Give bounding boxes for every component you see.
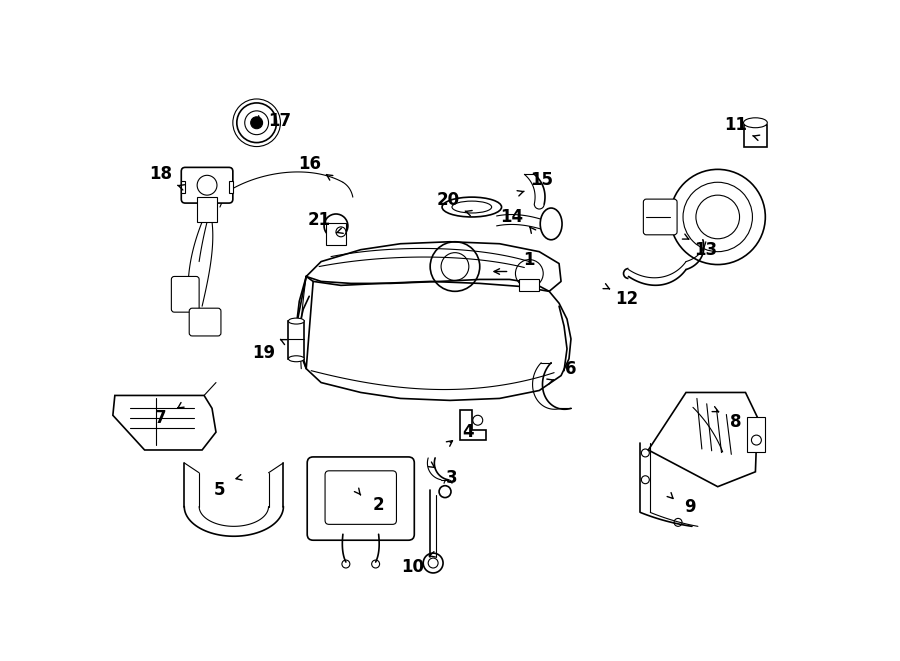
Bar [197, 197, 217, 222]
Ellipse shape [743, 118, 768, 128]
FancyBboxPatch shape [644, 199, 677, 235]
FancyBboxPatch shape [181, 167, 233, 203]
Text: 8: 8 [730, 413, 742, 431]
Text: 12: 12 [615, 290, 638, 308]
Text: 1: 1 [524, 251, 536, 268]
Text: 2: 2 [373, 496, 384, 514]
Text: 21: 21 [308, 211, 330, 229]
Text: 5: 5 [214, 481, 226, 498]
Bar [288, 321, 304, 359]
Text: 11: 11 [724, 116, 747, 134]
Ellipse shape [288, 356, 304, 362]
Polygon shape [648, 393, 758, 486]
Text: 10: 10 [400, 558, 424, 576]
Circle shape [251, 117, 263, 129]
Text: 19: 19 [252, 344, 275, 362]
Polygon shape [296, 276, 571, 401]
Ellipse shape [540, 208, 562, 240]
FancyBboxPatch shape [307, 457, 414, 540]
Ellipse shape [288, 318, 304, 324]
Bar [181, 181, 185, 193]
Text: 14: 14 [500, 208, 523, 226]
Bar [748, 417, 765, 452]
FancyBboxPatch shape [189, 308, 220, 336]
Text: 17: 17 [268, 112, 291, 130]
Bar [326, 223, 346, 245]
Text: 3: 3 [446, 469, 458, 486]
Ellipse shape [452, 201, 491, 213]
Text: 7: 7 [155, 409, 166, 427]
Ellipse shape [442, 197, 501, 217]
Text: 4: 4 [462, 423, 473, 441]
Polygon shape [306, 242, 561, 292]
Bar [229, 181, 233, 193]
Bar [743, 125, 768, 147]
Bar [519, 280, 539, 292]
Polygon shape [112, 395, 216, 450]
Text: 16: 16 [298, 155, 320, 173]
Text: 6: 6 [565, 360, 577, 377]
Polygon shape [296, 276, 313, 369]
Text: 20: 20 [436, 191, 460, 209]
FancyBboxPatch shape [325, 471, 397, 524]
FancyBboxPatch shape [171, 276, 199, 312]
Text: 18: 18 [149, 165, 172, 183]
Text: 13: 13 [694, 241, 717, 258]
Text: 15: 15 [530, 171, 553, 189]
Text: 9: 9 [684, 498, 696, 516]
